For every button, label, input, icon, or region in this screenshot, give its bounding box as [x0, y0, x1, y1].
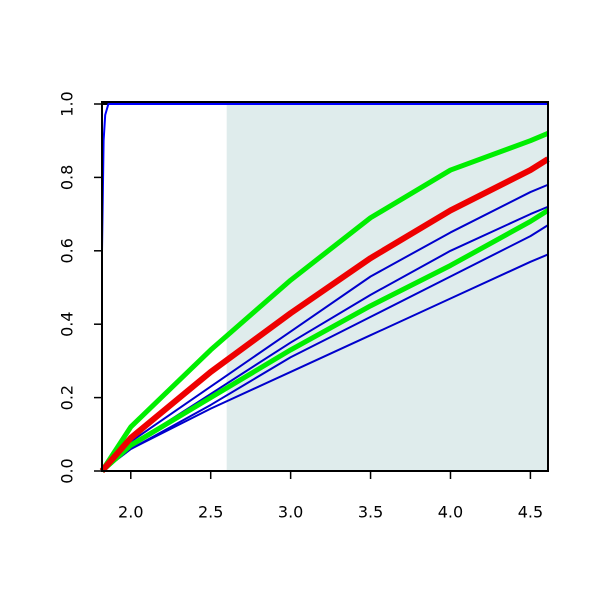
x-tick-label: 2.0	[118, 503, 143, 522]
x-tick-label: 3.5	[358, 503, 383, 522]
y-tick-label: 0.6	[58, 238, 77, 263]
shaded-region	[226, 104, 548, 471]
y-tick-label: 0.8	[58, 165, 77, 190]
y-tick-label: 1.0	[58, 91, 77, 116]
line	[99, 131, 549, 473]
x-tick-label: 2.5	[198, 503, 223, 522]
line	[101, 183, 549, 472]
y-tick-label: 0.2	[58, 385, 77, 410]
line	[100, 208, 550, 473]
x-tick-label: 4.0	[438, 503, 463, 522]
x-tick-label: 4.5	[518, 503, 543, 522]
y-tick-label: 0.4	[58, 311, 77, 336]
line	[101, 224, 549, 472]
line	[99, 156, 550, 473]
x-tick-label: 3.0	[278, 503, 303, 522]
line	[101, 103, 548, 251]
y-tick-label: 0.0	[58, 458, 77, 483]
plot-box	[101, 101, 549, 472]
